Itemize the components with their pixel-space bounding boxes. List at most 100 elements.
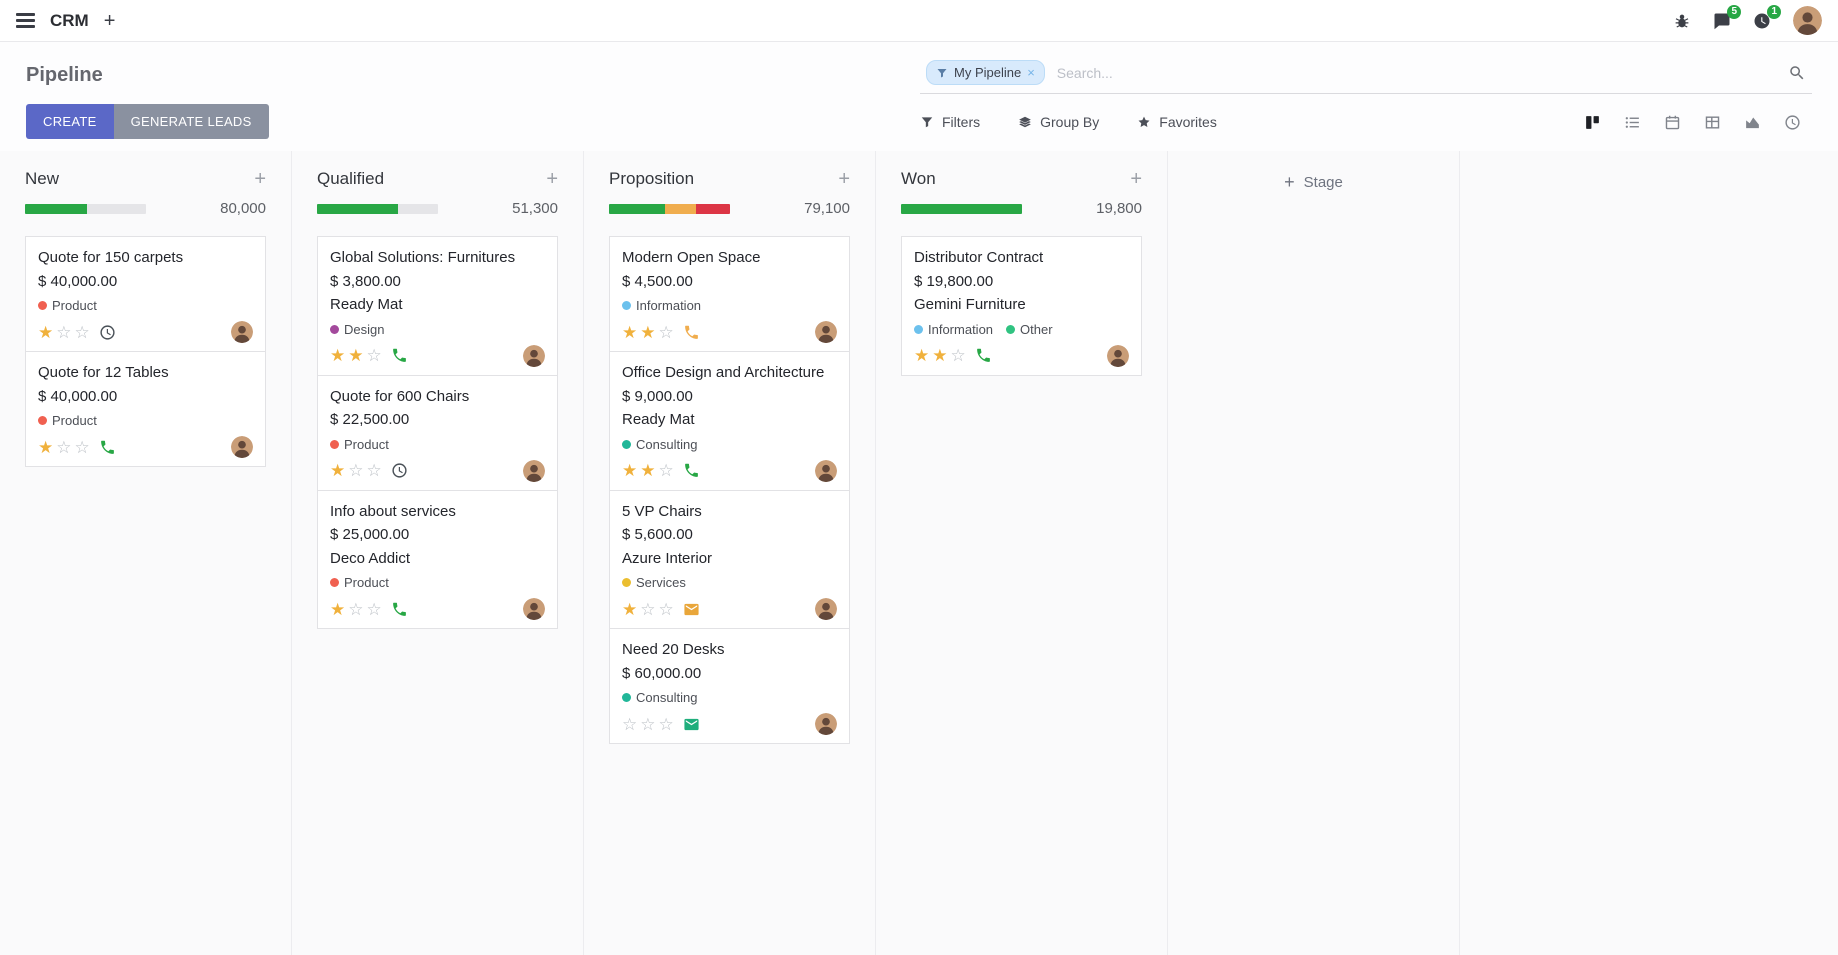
kanban-card[interactable]: Distributor Contract $ 19,800.00 Gemini … [901, 236, 1142, 376]
create-button[interactable]: CREATE [26, 104, 114, 139]
avatar [523, 459, 545, 482]
priority-star[interactable] [622, 324, 637, 341]
kanban-card[interactable]: Need 20 Desks $ 60,000.00 Consulting [609, 628, 850, 744]
filter-icon [936, 67, 948, 79]
progress-segment[interactable] [664, 203, 697, 214]
priority-star[interactable] [622, 601, 637, 618]
priority-star[interactable] [367, 601, 382, 618]
priority-star[interactable] [932, 347, 947, 364]
activity-clock-icon[interactable] [391, 462, 408, 479]
activity-phone-icon[interactable] [99, 439, 116, 456]
view-calendar-icon[interactable] [1652, 107, 1692, 137]
tag-dot [1006, 324, 1016, 334]
messages-icon[interactable]: 5 [1713, 4, 1741, 30]
kanban-card[interactable]: Office Design and Architecture $ 9,000.0… [609, 351, 850, 491]
priority-star[interactable] [659, 324, 674, 341]
activity-envelope-icon[interactable] [683, 716, 700, 733]
priority-star[interactable] [348, 462, 363, 479]
view-activity-icon[interactable] [1772, 107, 1812, 137]
priority-star[interactable] [367, 462, 382, 479]
priority-star[interactable] [659, 716, 674, 733]
kanban-card[interactable]: 5 VP Chairs $ 5,600.00 Azure Interior Se… [609, 489, 850, 629]
priority-star[interactable] [640, 716, 655, 733]
priority-star[interactable] [951, 347, 966, 364]
column-add-icon[interactable]: + [546, 168, 558, 190]
column-add-icon[interactable]: + [254, 168, 266, 190]
column-progressbar[interactable] [901, 203, 1022, 214]
column-progressbar[interactable] [25, 203, 146, 214]
priority-star[interactable] [659, 601, 674, 618]
activity-envelope-icon[interactable] [683, 601, 700, 618]
progress-segment[interactable] [609, 203, 665, 214]
priority-star[interactable] [38, 439, 53, 456]
card-title: Office Design and Architecture [622, 364, 825, 381]
priority-star[interactable] [56, 324, 71, 341]
search-facet-my-pipeline[interactable]: My Pipeline × [926, 60, 1045, 85]
card-tag: Information [622, 298, 701, 313]
progress-segment[interactable] [696, 203, 730, 214]
user-avatar[interactable] [1793, 6, 1822, 35]
kanban-card[interactable]: Quote for 150 carpets $ 40,000.00 Produc… [25, 236, 266, 352]
priority-star[interactable] [367, 347, 382, 364]
activity-phone-icon[interactable] [683, 462, 700, 479]
activity-phone-icon[interactable] [391, 347, 408, 364]
view-list-icon[interactable] [1612, 107, 1652, 137]
priority-star[interactable] [330, 601, 345, 618]
priority-star[interactable] [348, 601, 363, 618]
add-stage-button[interactable]: + Stage [1284, 173, 1343, 191]
priority-star[interactable] [914, 347, 929, 364]
priority-star[interactable] [622, 462, 637, 479]
kanban-card[interactable]: Quote for 600 Chairs $ 22,500.00 Product [317, 374, 558, 491]
priority-star[interactable] [75, 439, 90, 456]
card-tag: Services [622, 575, 686, 590]
activity-phone-icon[interactable] [683, 324, 700, 341]
priority-star[interactable] [330, 347, 345, 364]
apps-menu-icon[interactable] [16, 13, 35, 28]
tag-dot [622, 301, 631, 310]
search-icon[interactable] [1788, 64, 1806, 82]
column-add-icon[interactable]: + [1130, 168, 1142, 190]
progress-segment[interactable] [25, 203, 87, 214]
kanban-card[interactable]: Quote for 12 Tables $ 40,000.00 Product [25, 351, 266, 467]
priority-star[interactable] [348, 347, 363, 364]
column-progressbar[interactable] [609, 203, 730, 214]
page-title: Pipeline [26, 64, 103, 86]
view-pivot-icon[interactable] [1692, 107, 1732, 137]
priority-star[interactable] [659, 462, 674, 479]
priority-star[interactable] [38, 324, 53, 341]
priority-star[interactable] [330, 462, 345, 479]
app-name[interactable]: CRM [50, 10, 89, 30]
priority-star[interactable] [640, 601, 655, 618]
kanban-card[interactable]: Modern Open Space $ 4,500.00 Information [609, 236, 850, 352]
priority-star[interactable] [622, 716, 637, 733]
column-progressbar[interactable] [317, 203, 438, 214]
activity-phone-icon[interactable] [391, 601, 408, 618]
search-input[interactable] [1044, 64, 1788, 81]
kanban-column-qualified: Qualified + 51,300 Global Solutions: Fur… [292, 151, 584, 955]
kanban-card[interactable]: Global Solutions: Furnitures $ 3,800.00 … [317, 236, 558, 376]
view-kanban-icon[interactable] [1572, 107, 1612, 137]
group-by-button[interactable]: Group By [1018, 114, 1099, 130]
column-add-icon[interactable]: + [838, 168, 850, 190]
activity-clock-icon[interactable] [99, 324, 116, 341]
kanban-card[interactable]: Info about services $ 25,000.00 Deco Add… [317, 489, 558, 629]
tag-label: Other [1020, 321, 1053, 337]
remove-facet-icon[interactable]: × [1027, 65, 1035, 80]
favorites-button[interactable]: Favorites [1137, 114, 1217, 130]
column-total: 51,300 [512, 200, 558, 217]
priority-star[interactable] [640, 324, 655, 341]
card-title: Global Solutions: Furnitures [330, 249, 516, 266]
filters-button[interactable]: Filters [920, 114, 980, 130]
priority-star[interactable] [56, 439, 71, 456]
view-switcher [1572, 107, 1812, 137]
progress-segment[interactable] [901, 203, 1022, 214]
debug-bug-icon[interactable] [1673, 12, 1691, 30]
activity-phone-icon[interactable] [975, 347, 992, 364]
priority-star[interactable] [75, 324, 90, 341]
plus-icon[interactable]: + [103, 9, 116, 32]
generate-leads-button[interactable]: GENERATE LEADS [113, 104, 269, 139]
progress-segment[interactable] [317, 203, 399, 214]
priority-star[interactable] [640, 462, 655, 479]
view-graph-icon[interactable] [1732, 107, 1772, 137]
activities-clock-icon[interactable]: 1 [1753, 4, 1781, 30]
